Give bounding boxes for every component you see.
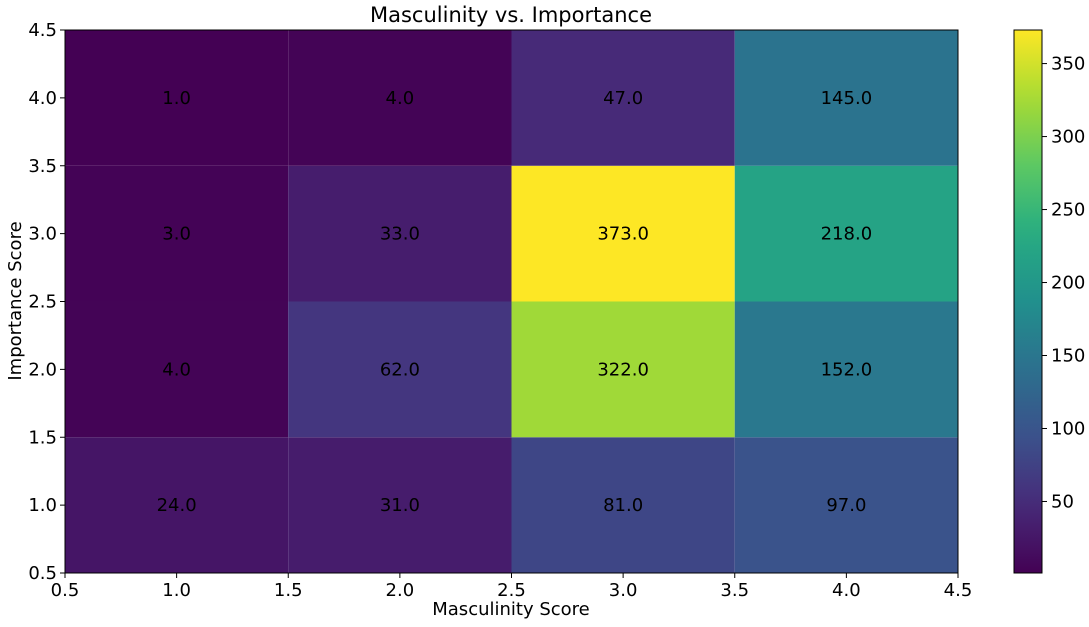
x-tick-label: 0.5 — [51, 580, 80, 601]
x-tick-label: 2.5 — [497, 580, 526, 601]
heatmap-cell — [511, 165, 735, 302]
cell-value-label: 322.0 — [597, 359, 649, 380]
y-tick-label: 3.0 — [28, 224, 57, 245]
cell-value-label: 4.0 — [386, 88, 415, 109]
heatmap-cell — [288, 165, 512, 302]
y-tick-label: 2.0 — [28, 359, 57, 380]
cell-value-label: 62.0 — [380, 359, 420, 380]
heatmap-cell — [511, 301, 735, 438]
cell-value-label: 4.0 — [162, 359, 191, 380]
chart-title: Masculinity vs. Importance — [370, 3, 652, 27]
y-axis-label: Importance Score — [5, 221, 26, 380]
colorbar-tick-label: 150 — [1051, 346, 1085, 367]
heatmap-cell — [288, 30, 512, 166]
cell-value-label: 152.0 — [821, 359, 873, 380]
heatmap-cell — [288, 301, 512, 438]
heatmap-cell — [734, 30, 958, 166]
heatmap-cell — [511, 437, 735, 573]
x-tick-label: 4.5 — [944, 580, 973, 601]
heatmap-cell — [288, 437, 512, 573]
heatmap-cell — [511, 30, 735, 166]
colorbar — [1013, 29, 1043, 574]
x-tick-label: 1.0 — [162, 580, 191, 601]
heatmap-cell — [65, 301, 289, 438]
y-tick-label: 1.5 — [28, 427, 57, 448]
cell-value-label: 97.0 — [826, 495, 866, 516]
colorbar-tick-label: 250 — [1051, 200, 1085, 221]
y-axis: 0.5 1.0 1.5 2.0 2.5 3.0 3.5 4.0 4.5 — [28, 20, 65, 584]
x-axis: 0.5 1.0 1.5 2.0 2.5 3.0 3.5 4.0 4.5 — [51, 573, 973, 601]
cell-value-label: 218.0 — [821, 224, 873, 245]
heatmap-cell — [65, 437, 289, 573]
x-tick-label: 2.0 — [386, 580, 415, 601]
y-tick-label: 1.0 — [28, 495, 57, 516]
colorbar-tick-label: 100 — [1051, 418, 1085, 439]
cell-value-label: 81.0 — [603, 495, 643, 516]
cell-value-label: 3.0 — [162, 224, 191, 245]
y-tick-label: 3.5 — [28, 156, 57, 177]
cell-value-label: 1.0 — [162, 88, 191, 109]
x-tick-label: 1.5 — [274, 580, 303, 601]
x-axis-label: Masculinity Score — [432, 599, 590, 620]
colorbar-tick-label: 350 — [1051, 54, 1085, 75]
y-tick-label: 2.5 — [28, 292, 57, 313]
cell-value-label: 47.0 — [603, 88, 643, 109]
heatmap-cells: 24.0 31.0 81.0 97.0 4.0 62.0 322.0 152.0 3.0 33.0… — [65, 30, 958, 573]
cell-value-label: 33.0 — [380, 224, 420, 245]
colorbar-tick-label: 200 — [1051, 273, 1085, 294]
y-tick-label: 4.5 — [28, 20, 57, 41]
x-tick-label: 3.0 — [609, 580, 638, 601]
heatmap-cell — [734, 165, 958, 302]
x-tick-label: 3.5 — [720, 580, 749, 601]
colorbar-tick-label: 50 — [1051, 491, 1074, 512]
y-tick-label: 4.0 — [28, 88, 57, 109]
x-tick-label: 4.0 — [832, 580, 861, 601]
heatmap-cell — [734, 437, 958, 573]
colorbar-ticks: 50 100 150 200 250 300 350 — [1042, 54, 1085, 512]
colorbar-tick-label: 300 — [1051, 127, 1085, 148]
cell-value-label: 373.0 — [597, 224, 649, 245]
cell-value-label: 31.0 — [380, 495, 420, 516]
cell-value-label: 145.0 — [821, 88, 873, 109]
heatmap-cell — [65, 165, 289, 302]
heatmap-cell — [65, 30, 289, 166]
heatmap-cell — [734, 301, 958, 438]
y-tick-label: 0.5 — [28, 563, 57, 584]
cell-value-label: 24.0 — [157, 495, 197, 516]
